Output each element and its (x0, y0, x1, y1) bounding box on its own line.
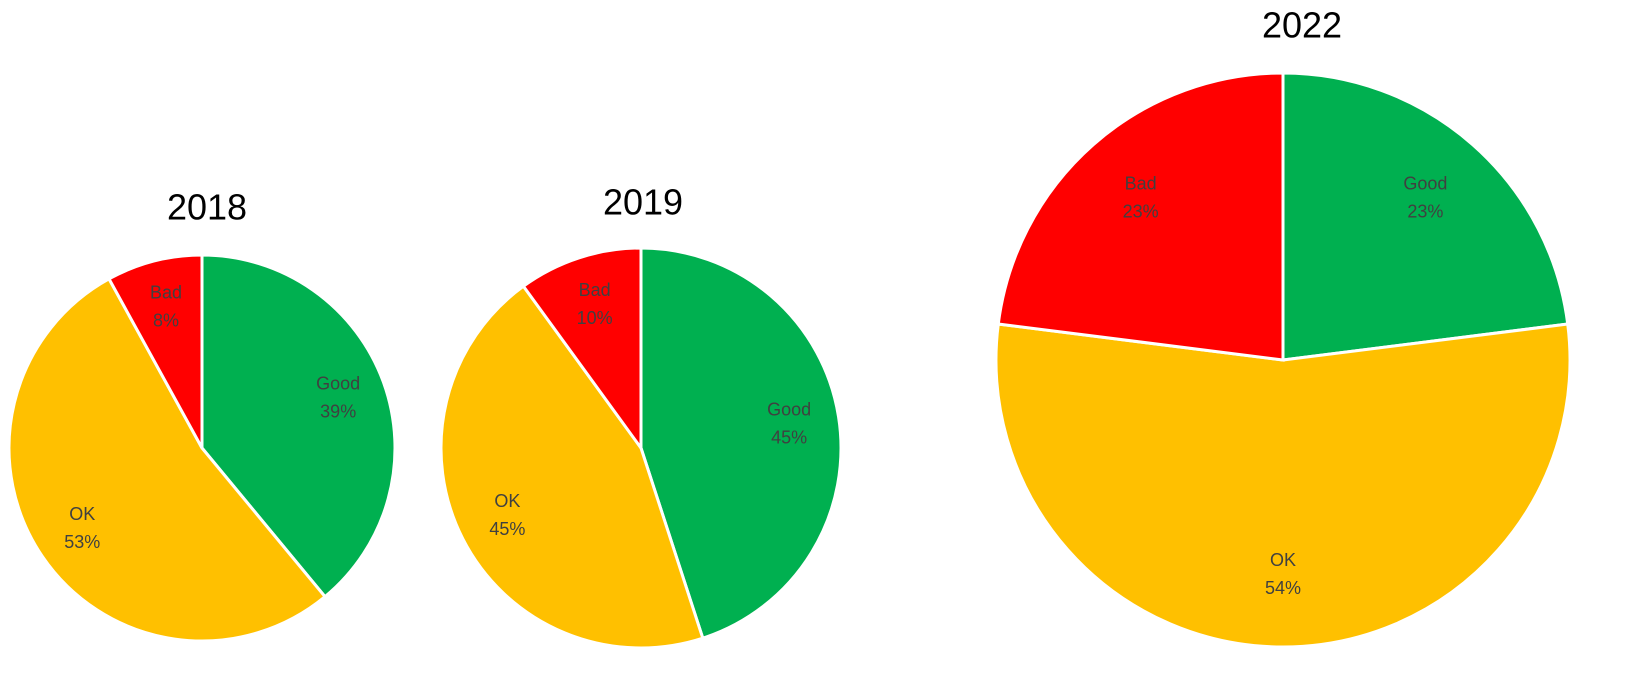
slice-category-label: Good (1403, 173, 1447, 193)
pie-chart: Good 23% OK 54% Bad 23% 2022 (994, 5, 1572, 649)
slice-category-label: Bad (150, 283, 182, 303)
chart-title: 2022 (1262, 5, 1342, 46)
slice-value-label: 39% (320, 402, 356, 422)
pie-chart: Good 45% OK 45% Bad 10% 2019 (439, 182, 843, 650)
slice-category-label: Bad (579, 280, 611, 300)
pie-slice (106, 253, 204, 449)
pie-chart: Good 39% OK 53% Bad 8% 2018 (7, 187, 397, 643)
pie-slice (439, 284, 705, 650)
slice-value-label: 54% (1265, 578, 1301, 598)
slice-category-label: Good (767, 399, 811, 419)
slice-value-label: 10% (577, 308, 613, 328)
slice-value-label: 45% (489, 519, 525, 539)
slice-category-label: Bad (1125, 173, 1157, 193)
pie-slice (7, 276, 328, 643)
slice-value-label: 23% (1123, 201, 1159, 221)
pie-slice (639, 246, 843, 641)
pie-slice (994, 322, 1572, 649)
pie-slice (200, 253, 397, 599)
chart-title: 2018 (167, 187, 247, 228)
slice-value-label: 45% (771, 427, 807, 447)
pie-slice (996, 71, 1285, 362)
slice-category-label: OK (69, 504, 95, 524)
slice-category-label: OK (1270, 550, 1296, 570)
slice-value-label: 8% (153, 311, 179, 331)
chart-title: 2019 (603, 182, 683, 223)
pie-slice (1281, 71, 1570, 362)
slice-category-label: OK (494, 491, 520, 511)
slice-category-label: Good (316, 374, 360, 394)
pie-slice (521, 246, 643, 453)
slice-value-label: 23% (1407, 201, 1443, 221)
slice-value-label: 53% (64, 532, 100, 552)
